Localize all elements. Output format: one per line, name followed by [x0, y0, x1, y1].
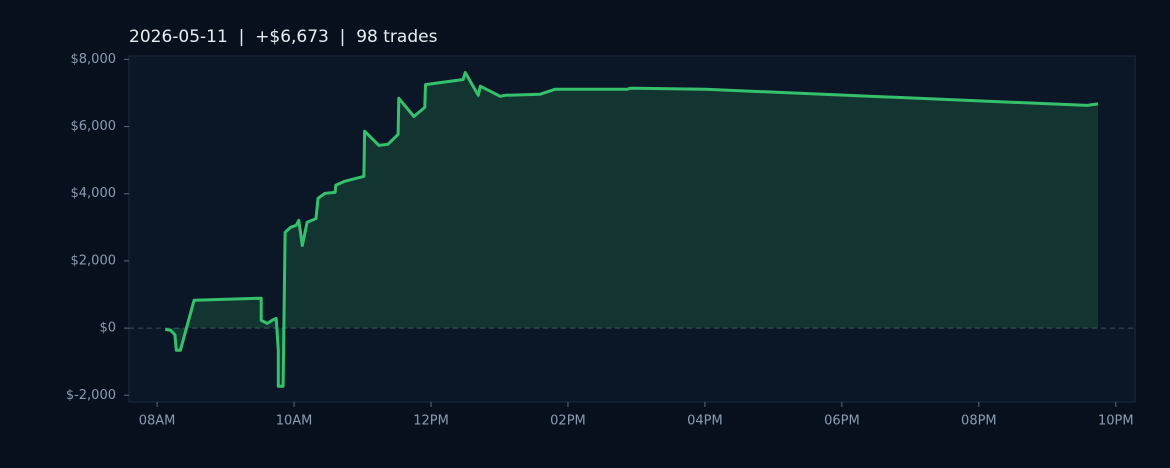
- plot-area: [128, 55, 1136, 403]
- y-tick-label: $-2,000: [66, 388, 116, 403]
- x-tick-label: 04PM: [687, 414, 723, 429]
- area: [165, 72, 1099, 387]
- x-tick-label: 10PM: [1098, 414, 1134, 429]
- x-tick-label: 08PM: [961, 414, 997, 429]
- line: [165, 71, 1099, 388]
- x-tick-label: 02PM: [550, 414, 586, 429]
- y-tick-label: $4,000: [71, 186, 117, 201]
- x-tick-label: 08AM: [139, 414, 176, 429]
- y-tick-label: $0: [99, 321, 116, 336]
- x-tick-label: 12PM: [413, 414, 449, 429]
- chart-title: 2026-05-11 | +$6,673 | 98 trades: [129, 27, 438, 47]
- y-tick-label: $2,000: [71, 253, 117, 268]
- x-tick-label: 06PM: [824, 414, 860, 429]
- y-tick-label: $6,000: [71, 119, 117, 134]
- x-tick-label: 10AM: [276, 414, 313, 429]
- y-tick-label: $8,000: [71, 52, 117, 67]
